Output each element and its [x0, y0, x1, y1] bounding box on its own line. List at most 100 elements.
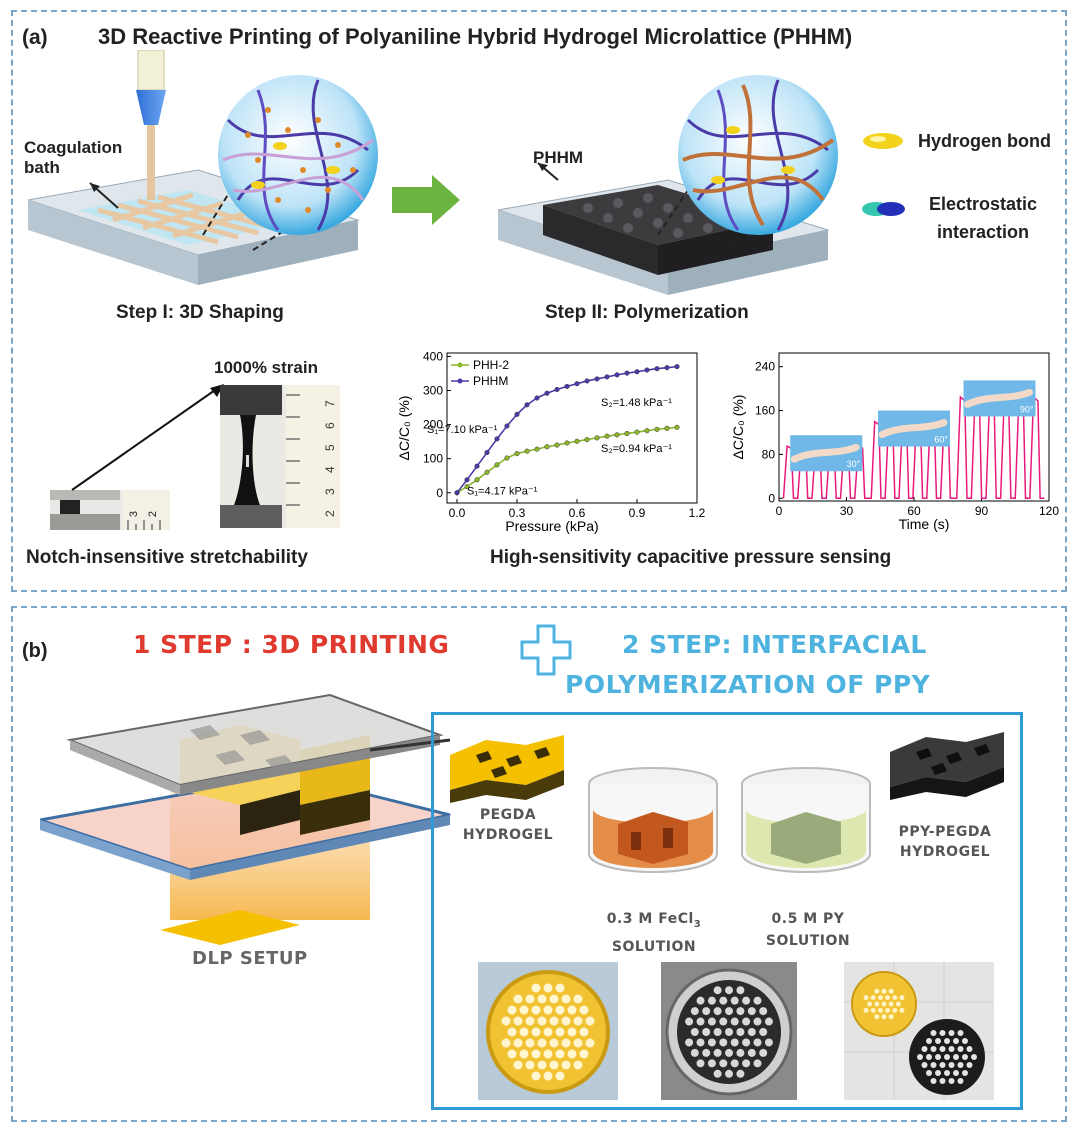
disk-hole: [867, 1001, 873, 1007]
ruler-tall-labels: 7 6 5 4 3 2: [322, 388, 338, 520]
disk-hole: [921, 1046, 928, 1052]
disk-hole: [501, 1016, 511, 1026]
disk-hole: [525, 1060, 535, 1070]
y-tick-label: 200: [423, 418, 443, 432]
data-point: [514, 451, 520, 457]
angle-label: 60°: [934, 435, 948, 445]
disk-hole: [930, 1062, 937, 1068]
data-point: [594, 435, 600, 441]
fecl3-solution: SOLUTION: [611, 938, 697, 955]
data-point: [544, 390, 550, 396]
disk-hole: [725, 986, 733, 995]
disk-hole: [881, 1014, 887, 1020]
data-point: [634, 369, 640, 375]
disk-hole: [877, 1007, 883, 1013]
x-tick-label: 0.0: [449, 506, 466, 520]
panel-a: [11, 10, 1067, 592]
disk-hole: [690, 1007, 699, 1016]
disk-hole: [531, 1071, 541, 1081]
panel-b: [11, 606, 1067, 1122]
ruler-tick: 7: [323, 400, 337, 407]
signal-line: [782, 395, 1045, 500]
ruler-tick: 2: [323, 510, 337, 517]
disk-hole: [747, 1048, 756, 1057]
disk-hole: [707, 1059, 716, 1068]
disk-hole: [567, 1005, 577, 1015]
disk-hole: [531, 1027, 541, 1037]
disk-hole: [966, 1046, 973, 1052]
dlp-setup-label: DLP SETUP: [192, 948, 308, 969]
disk-hole: [725, 1069, 733, 1078]
disk-hole: [736, 1048, 745, 1057]
disk-hole: [713, 1069, 722, 1078]
disk-hole: [707, 996, 716, 1005]
disk-hole: [957, 1062, 964, 1068]
data-point: [464, 484, 470, 490]
disk-hole: [573, 994, 583, 1004]
disk-hole: [543, 983, 553, 993]
data-point: [614, 372, 620, 378]
disk-hole: [730, 1017, 739, 1026]
data-point: [534, 395, 540, 401]
data-point: [464, 477, 470, 483]
py-label: 0.5 M PY SOLUTION: [738, 908, 878, 952]
photo-comparison: [844, 962, 994, 1100]
legend-marker: [457, 378, 463, 384]
disk-hole: [870, 1007, 876, 1013]
electrostatic-label: Electrostatic interaction: [928, 194, 1038, 242]
data-point: [494, 462, 500, 468]
data-point: [664, 425, 670, 431]
step2-title-line1: 2 STEP: INTERFACIAL: [622, 630, 927, 659]
disk-hole: [939, 1046, 946, 1052]
disk-hole: [944, 1070, 950, 1076]
disk-hole: [895, 1001, 901, 1007]
disk-hole: [885, 995, 891, 1001]
stretch-photo-small: [50, 490, 170, 530]
data-point: [584, 437, 590, 443]
disk-hole: [719, 1059, 728, 1068]
pegda-label: PEGDA HYDROGEL: [462, 807, 554, 843]
legend-label: PHH-2: [473, 358, 509, 372]
disk-hole: [567, 1027, 577, 1037]
disk-hole: [863, 995, 869, 1001]
disk-hole: [573, 1060, 583, 1070]
disk-hole: [881, 1001, 887, 1007]
x-tick-label: 0.6: [569, 506, 586, 520]
disk-hole: [579, 1005, 589, 1015]
disk-hole: [953, 1054, 959, 1060]
disk-hole: [543, 1027, 553, 1037]
disk-hole: [921, 1062, 928, 1068]
disk-hole: [926, 1070, 932, 1076]
data-point: [514, 411, 520, 417]
disk-hole: [948, 1046, 955, 1052]
disk-hole: [696, 1059, 705, 1068]
ruler-tick: 6: [323, 422, 337, 429]
disk-hole: [685, 1038, 694, 1047]
disk-hole: [888, 1014, 894, 1020]
data-point: [594, 376, 600, 382]
fecl3-label-sub: 3: [693, 918, 702, 930]
disk-hole: [555, 1071, 565, 1081]
disk-hole: [957, 1046, 964, 1052]
disk-hole: [573, 1038, 583, 1048]
disk-hole: [753, 1017, 762, 1026]
disk-hole: [537, 1016, 547, 1026]
y-tick-label: 100: [423, 452, 443, 466]
disk-hole: [753, 1059, 762, 1068]
disk-hole: [764, 1017, 773, 1026]
disk-hole: [579, 1049, 589, 1059]
step1-printing-title: 1 STEP : 3D PRINTING: [133, 630, 450, 659]
disk-hole: [561, 1038, 571, 1048]
disk-hole: [561, 1016, 571, 1026]
disk-hole: [719, 996, 728, 1005]
disk-hole: [759, 1028, 768, 1036]
disk-hole: [863, 1007, 869, 1013]
disk-hole: [707, 1017, 716, 1026]
data-point: [484, 469, 490, 475]
photo-ppy-in-dish: [661, 962, 797, 1100]
ruler-small-tick-2: 3: [128, 510, 141, 518]
disk-hole: [742, 1038, 751, 1047]
disk-hole: [759, 1007, 768, 1016]
angle-label: 30°: [847, 459, 861, 469]
disk-hole: [543, 1049, 553, 1059]
